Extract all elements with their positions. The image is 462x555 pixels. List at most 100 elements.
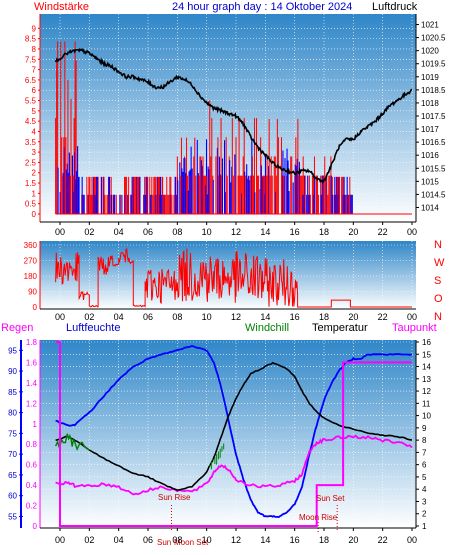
compass-label: O [434, 293, 443, 305]
wind-tick-label: 0.5 [25, 200, 37, 209]
rain-tick-label: 1.4 [26, 379, 38, 388]
humidity-tick-label: 60 [8, 492, 17, 501]
temperature-tick-label: 4 [422, 485, 427, 494]
rain-line [55, 341, 412, 527]
x-tick-label: 18 [319, 535, 329, 545]
x-tick-label: 12 [231, 535, 241, 545]
pressure-tick-label: 1017.5 [421, 112, 446, 121]
temperature-tick-label: 11 [422, 399, 431, 408]
direction-tick-label: 180 [24, 272, 38, 281]
pressure-tick-label: 1018.5 [421, 86, 446, 95]
pressure-tick-label: 1019 [421, 73, 439, 82]
rain-tick-label: 0.2 [26, 502, 38, 511]
wind-tick-label: 6 [32, 86, 37, 95]
astro-annotations: Sun Rise Sun Set Moon Rise Sun Moon Set [157, 493, 345, 547]
x-tick-label: 10 [202, 535, 212, 545]
wind-bars [55, 41, 412, 215]
pressure-tick-label: 1018 [421, 99, 439, 108]
wind-tick-label: 1 [32, 189, 37, 198]
temperature-humidity-series [54, 341, 413, 527]
x-tick-label: 04 [114, 312, 124, 322]
wind-tick-label: 5 [32, 107, 37, 116]
wind-tick-label: 8.5 [25, 35, 37, 44]
humidity-tick-label: 80 [8, 409, 17, 418]
wind-tick-label: 3.5 [25, 138, 37, 147]
x-tick-label: 00 [407, 535, 417, 545]
humidity-label: Luftfeuchte [66, 322, 120, 334]
x-tick-label: 22 [378, 227, 388, 237]
wind-tick-label: 4 [32, 127, 37, 136]
direction-tick-label: 90 [28, 288, 37, 297]
x-tick-label: 08 [172, 227, 182, 237]
windchill-line [54, 433, 90, 452]
humidity-tick-label: 70 [8, 450, 17, 459]
pressure-tick-label: 1014.5 [421, 190, 446, 199]
pressure-tick-label: 1017 [421, 125, 439, 134]
x-tick-label: 16 [290, 227, 300, 237]
compass-label: W [434, 257, 445, 269]
temperature-tick-label: 2 [422, 510, 427, 519]
x-tick-label: 14 [260, 312, 270, 322]
x-tick-label: 14 [260, 227, 270, 237]
x-tick-label: 02 [84, 535, 94, 545]
pressure-tick-label: 1020.5 [421, 34, 446, 43]
x-tick-label: 02 [84, 312, 94, 322]
x-tick-label: 00 [55, 312, 65, 322]
wind-tick-label: 0 [32, 210, 37, 219]
temperature-label: Temperatur [312, 322, 368, 334]
pressure-tick-label: 1014 [421, 203, 439, 212]
pressure-series [54, 47, 413, 184]
temperature-tick-label: 1 [422, 522, 427, 531]
x-tick-label: 10 [202, 227, 212, 237]
wind-pressure-plot-area [40, 14, 416, 222]
wind-tick-label: 1.5 [25, 179, 37, 188]
wind-tick-label: 4.5 [25, 117, 37, 126]
compass-label: S [434, 275, 441, 287]
rain-tick-label: 1.6 [26, 358, 38, 367]
x-tick-label: 06 [143, 535, 153, 545]
pressure-tick-label: 1015 [421, 177, 439, 186]
temperature-tick-label: 5 [422, 473, 427, 482]
x-tick-label: 08 [172, 535, 182, 545]
x-tick-label: 16 [290, 535, 300, 545]
compass-label: N [434, 311, 442, 323]
x-tick-label: 22 [378, 312, 388, 322]
temperature-tick-label: 10 [422, 412, 431, 421]
x-tick-label: 16 [290, 312, 300, 322]
x-tick-label: 06 [143, 312, 153, 322]
wind-direction-line [55, 248, 412, 308]
direction-tick-label: 360 [24, 241, 38, 250]
temperature-tick-label: 12 [422, 387, 431, 396]
moonrise-label: Moon Rise [299, 513, 338, 522]
temperature-humidity-axes: 1.81.61.41.210.80.60.40.2095908580757065… [8, 338, 431, 545]
pressure-tick-label: 1019.5 [421, 60, 446, 69]
direction-tick-label: 270 [24, 257, 38, 266]
wind-tick-label: 2 [32, 169, 37, 178]
direction-tick-label: 0 [33, 303, 38, 312]
humidity-tick-label: 95 [8, 346, 17, 355]
x-tick-label: 20 [348, 227, 358, 237]
x-tick-label: 04 [114, 535, 124, 545]
wind-tick-label: 9 [32, 24, 37, 33]
rain-tick-label: 0 [33, 522, 38, 531]
wind-tick-label: 2.5 [25, 158, 37, 167]
humidity-tick-label: 55 [8, 512, 17, 521]
x-tick-label: 02 [84, 227, 94, 237]
wind-tick-label: 6.5 [25, 76, 37, 85]
temperature-line [55, 361, 413, 491]
pressure-tick-label: 1021 [421, 21, 439, 30]
x-tick-label: 00 [407, 312, 417, 322]
wind-pressure-axes: 98.587.576.565.554.543.532.521.510.50102… [25, 14, 446, 237]
humidity-tick-label: 85 [8, 388, 17, 397]
x-tick-label: 00 [55, 227, 65, 237]
humidity-tick-label: 75 [8, 429, 17, 438]
sunrise-label: Sun Rise [158, 493, 191, 502]
rain-tick-label: 0.8 [26, 440, 38, 449]
wind-tick-label: 7 [32, 66, 37, 75]
temperature-humidity-plot-area [40, 340, 416, 528]
windchill-label: Windchill [245, 322, 289, 334]
rain-tick-label: 0.4 [26, 481, 38, 490]
x-tick-label: 00 [55, 535, 65, 545]
x-tick-label: 20 [348, 312, 358, 322]
